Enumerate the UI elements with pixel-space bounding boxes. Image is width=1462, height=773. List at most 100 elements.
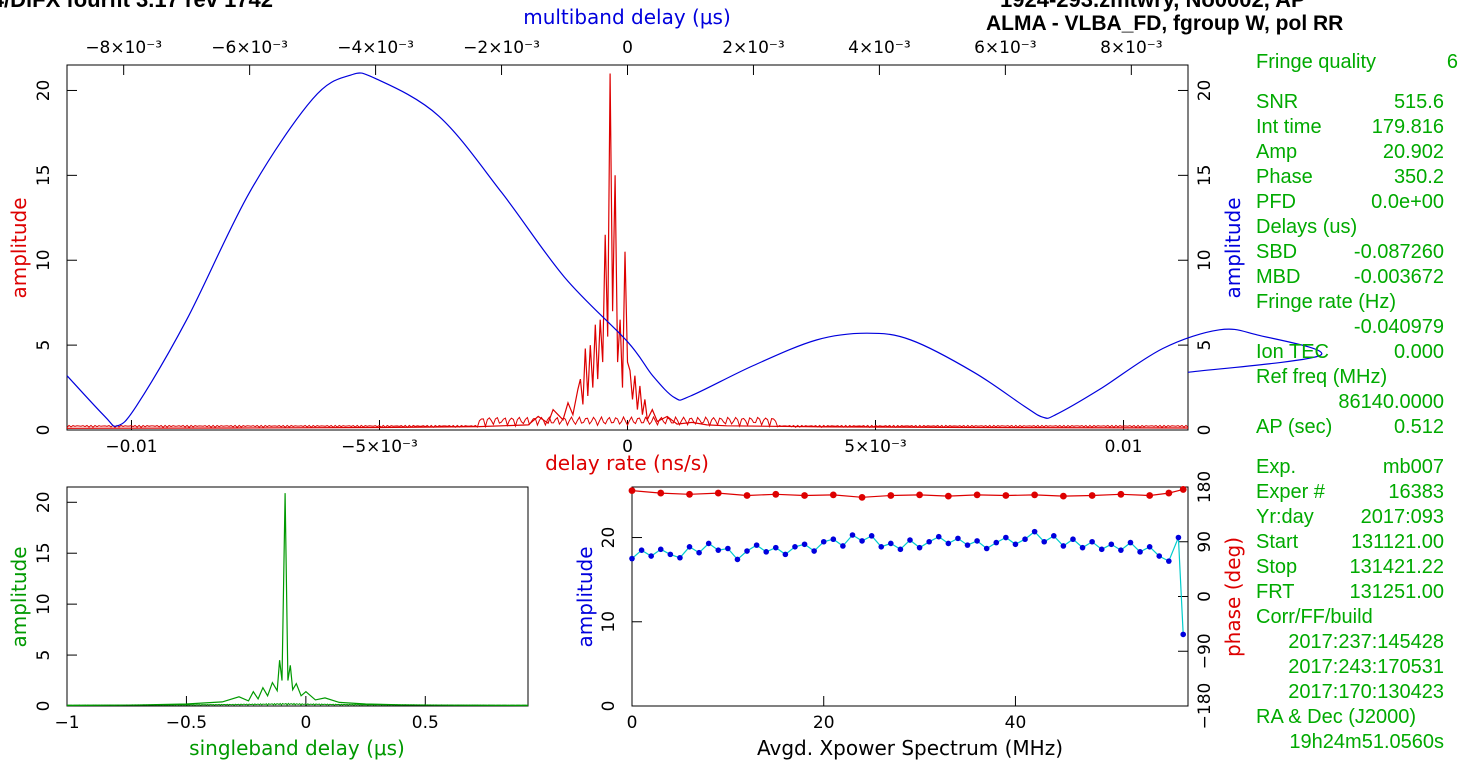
xpower-amplitude-point bbox=[1070, 536, 1076, 543]
xpower-amplitude-point bbox=[782, 551, 789, 558]
ap-label: AP (sec) bbox=[1256, 416, 1333, 438]
header-baseline: ALMA - VLBA_FD, fgroup W, pol RR bbox=[986, 12, 1344, 35]
delay-rate-y-tick-label: 10 bbox=[34, 249, 54, 271]
pfd-value: 0.0e+00 bbox=[1371, 191, 1444, 213]
xpower-amplitude-point bbox=[715, 547, 722, 553]
xpower-amplitude-point bbox=[629, 555, 635, 562]
delays-label: Delays (us) bbox=[1256, 216, 1358, 238]
yr-day-value: 2017:093 bbox=[1360, 506, 1444, 528]
xpower-amplitude-point bbox=[993, 539, 1000, 546]
xpower-amplitude-point bbox=[974, 538, 980, 544]
xpower-phase-y-tick-label: 90 bbox=[1195, 531, 1215, 553]
multiband-x-tick-label: 4×10⁻³ bbox=[848, 38, 910, 58]
multiband-x-tick-label: 8×10⁻³ bbox=[1100, 38, 1162, 58]
xpower-amplitude-point bbox=[753, 542, 760, 548]
xpower-amplitude-point bbox=[638, 547, 645, 553]
xpower-amplitude-point bbox=[1098, 546, 1105, 553]
xpower-amplitude-point bbox=[792, 544, 798, 550]
xpower-amplitude-point bbox=[1108, 541, 1115, 548]
singleband-y-tick-label: 0 bbox=[34, 701, 54, 712]
delay-rate-x-tick-label: 0 bbox=[622, 437, 633, 457]
xpower-amplitude-point bbox=[1003, 534, 1009, 541]
xpower-y-tick-label: 20 bbox=[599, 527, 619, 549]
multiband-x-tick-label: −2×10⁻³ bbox=[463, 38, 540, 58]
xpower-amplitude-point bbox=[772, 544, 779, 551]
multiband-x-tick-label: −6×10⁻³ bbox=[211, 38, 288, 58]
start-value: 131121.00 bbox=[1350, 531, 1444, 553]
xpower-amplitude-point bbox=[840, 543, 846, 549]
ref-freq-value: 86140.0000 bbox=[1338, 391, 1444, 413]
multiband-y-tick-label: 0 bbox=[1195, 425, 1215, 436]
delay-rate-x-tick-label: 0.01 bbox=[1105, 437, 1143, 457]
xpower-amplitude-point bbox=[1180, 631, 1187, 638]
multiband-y-tick-label: 15 bbox=[1195, 165, 1215, 187]
xpower-amplitude-point bbox=[859, 538, 865, 544]
ref-freq-label: Ref freq (MHz) bbox=[1256, 366, 1388, 388]
xpower-amplitude-point bbox=[888, 540, 894, 547]
snr-label: SNR bbox=[1256, 91, 1299, 113]
multiband-series-line bbox=[66, 72, 1323, 427]
stop-value: 131421.22 bbox=[1349, 556, 1444, 578]
xpower-phase-y-tick-label: −90 bbox=[1195, 633, 1215, 669]
singleband-xlabel: singleband delay (μs) bbox=[189, 736, 405, 760]
xpower-amplitude-point bbox=[897, 546, 904, 553]
xpower-ylabel: amplitude bbox=[573, 546, 597, 647]
build-date-value: 2017:170:130423 bbox=[1288, 681, 1444, 703]
xpower-amplitude-point bbox=[1079, 544, 1086, 551]
fringe-summary-panel: Fringe quality 6 SNR 515.6 Int time 179.81… bbox=[1248, 50, 1462, 755]
xpower-amplitude-point bbox=[964, 542, 971, 548]
xpower-amplitude-point bbox=[1166, 558, 1172, 564]
xpower-amplitude-point bbox=[1175, 534, 1182, 541]
mbd-value: -0.003672 bbox=[1353, 266, 1444, 288]
exper-num-value: 16383 bbox=[1388, 481, 1444, 503]
xpower-amplitude-point bbox=[811, 548, 817, 554]
xpower-amplitude-point bbox=[1127, 539, 1134, 546]
mbd-label: MBD bbox=[1256, 266, 1301, 288]
xpower-amplitude-point bbox=[935, 533, 942, 540]
multiband-x-tick-label: 2×10⁻³ bbox=[722, 38, 784, 58]
start-label: Start bbox=[1256, 531, 1299, 553]
xpower-y-tick-label: 0 bbox=[599, 701, 619, 712]
frt-label: FRT bbox=[1256, 581, 1295, 603]
xpower-x-tick-label: 40 bbox=[1005, 713, 1027, 733]
singleband-x-tick-label: 0.5 bbox=[412, 713, 439, 733]
xpower-amplitude-point bbox=[1089, 538, 1095, 545]
singleband-y-tick-label: 5 bbox=[34, 650, 54, 661]
snr-value: 515.6 bbox=[1393, 91, 1444, 113]
delay-rate-ylabel: amplitude bbox=[7, 197, 31, 298]
phase-label: Phase bbox=[1256, 166, 1313, 188]
fringe-quality-row: Fringe quality 6 bbox=[1248, 50, 1462, 75]
xpower-amplitude-point bbox=[1041, 538, 1048, 545]
xpower-x-tick-label: 20 bbox=[813, 713, 835, 733]
fringe-quality-label: Fringe quality bbox=[1256, 51, 1377, 73]
delay-rate-frame bbox=[66, 64, 1189, 431]
multiband-x-tick-label: 6×10⁻³ bbox=[974, 38, 1036, 58]
fringe-quality-value: 6 bbox=[1446, 51, 1458, 73]
ff-date-value: 2017:243:170531 bbox=[1288, 656, 1444, 678]
singleband-y-tick-label: 15 bbox=[34, 542, 54, 564]
corr-ff-build-label: Corr/FF/build bbox=[1256, 606, 1373, 628]
xpower-amplitude-point bbox=[1137, 549, 1143, 555]
header-right-fragment: 1924-293.zmtwry, No0002, AP bbox=[1000, 0, 1306, 13]
xpower-amplitude-point bbox=[926, 538, 932, 545]
int-time-value: 179.816 bbox=[1371, 116, 1444, 138]
xpower-phase-y-tick-label: −180 bbox=[1195, 683, 1215, 730]
xpower-amplitude-point bbox=[1031, 528, 1038, 535]
yr-day-label: Yr:day bbox=[1256, 506, 1314, 528]
xpower-frame bbox=[631, 486, 1189, 707]
sbd-label: SBD bbox=[1256, 241, 1298, 263]
multiband-y-tick-label: 20 bbox=[1195, 80, 1215, 102]
xpower-amplitude-point bbox=[916, 544, 923, 551]
xpower-amplitude-point bbox=[1060, 543, 1067, 549]
multiband-x-tick-label: −4×10⁻³ bbox=[337, 38, 414, 58]
xpower-phase-y-tick-label: 0 bbox=[1195, 591, 1215, 602]
xpower-amplitude-point bbox=[955, 535, 961, 542]
singleband-y-tick-label: 20 bbox=[34, 491, 54, 513]
singleband-frame bbox=[66, 486, 529, 707]
xpower-amplitude-point bbox=[677, 554, 683, 561]
delay-rate-y-tick-label: 15 bbox=[34, 165, 54, 187]
multiband-x-tick-label: 0 bbox=[622, 38, 633, 58]
xpower-amplitude-point bbox=[1118, 547, 1124, 553]
ra-value: 19h24m51.0560s bbox=[1289, 731, 1444, 753]
ion-tec-label: Ion TEC bbox=[1256, 341, 1329, 363]
